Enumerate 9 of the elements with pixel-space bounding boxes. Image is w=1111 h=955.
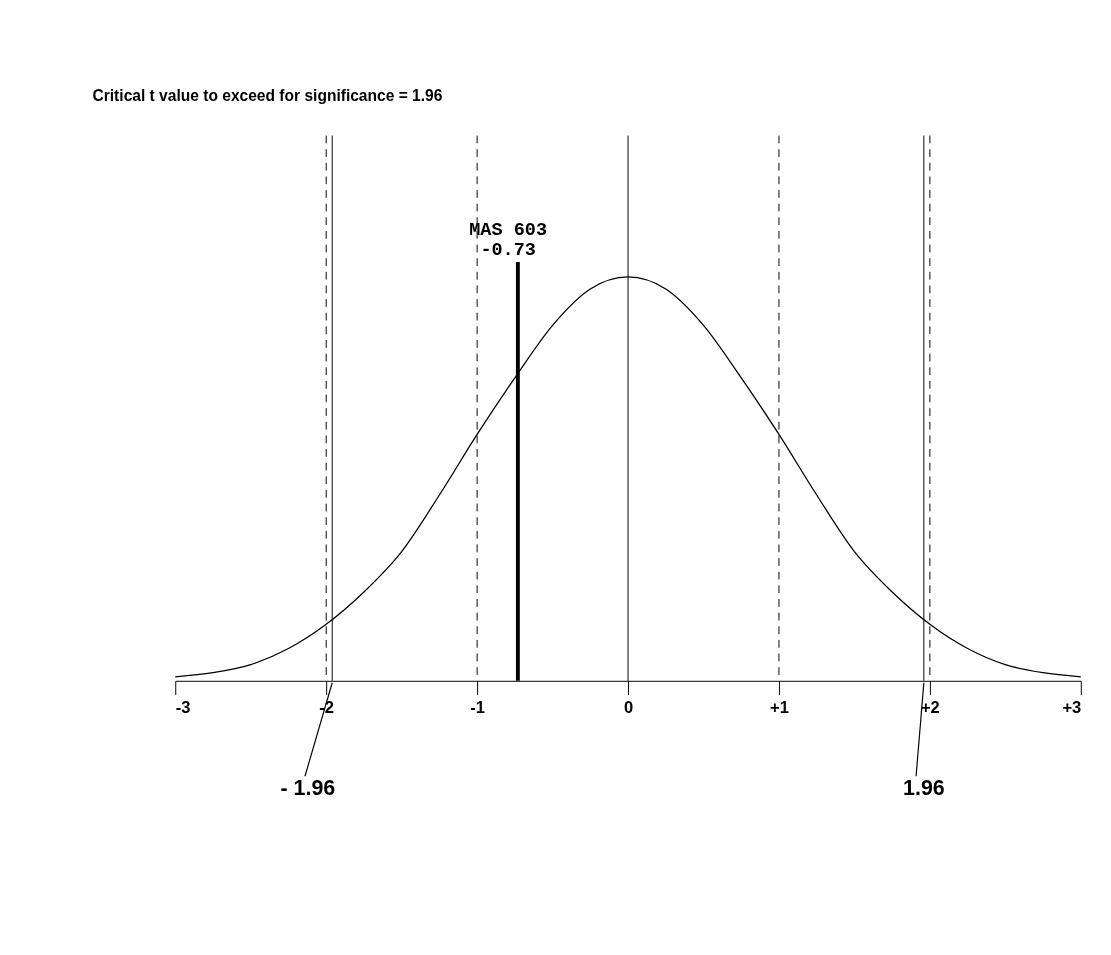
x-tick-label: -1 — [470, 698, 485, 718]
x-tick-label: -3 — [175, 698, 191, 718]
x-tick-label: 0 — [623, 698, 634, 718]
x-tick-label: +3 — [1062, 698, 1082, 718]
text: Critical t value to exceed for significance = 1.96 — [92, 87, 443, 105]
annotation: - 1.96 — [280, 775, 336, 800]
x-tick-label: +1 — [770, 698, 789, 718]
annotation: 1.96 — [903, 775, 945, 800]
ref-line-label: MAS 603 -0.73 — [469, 219, 547, 262]
